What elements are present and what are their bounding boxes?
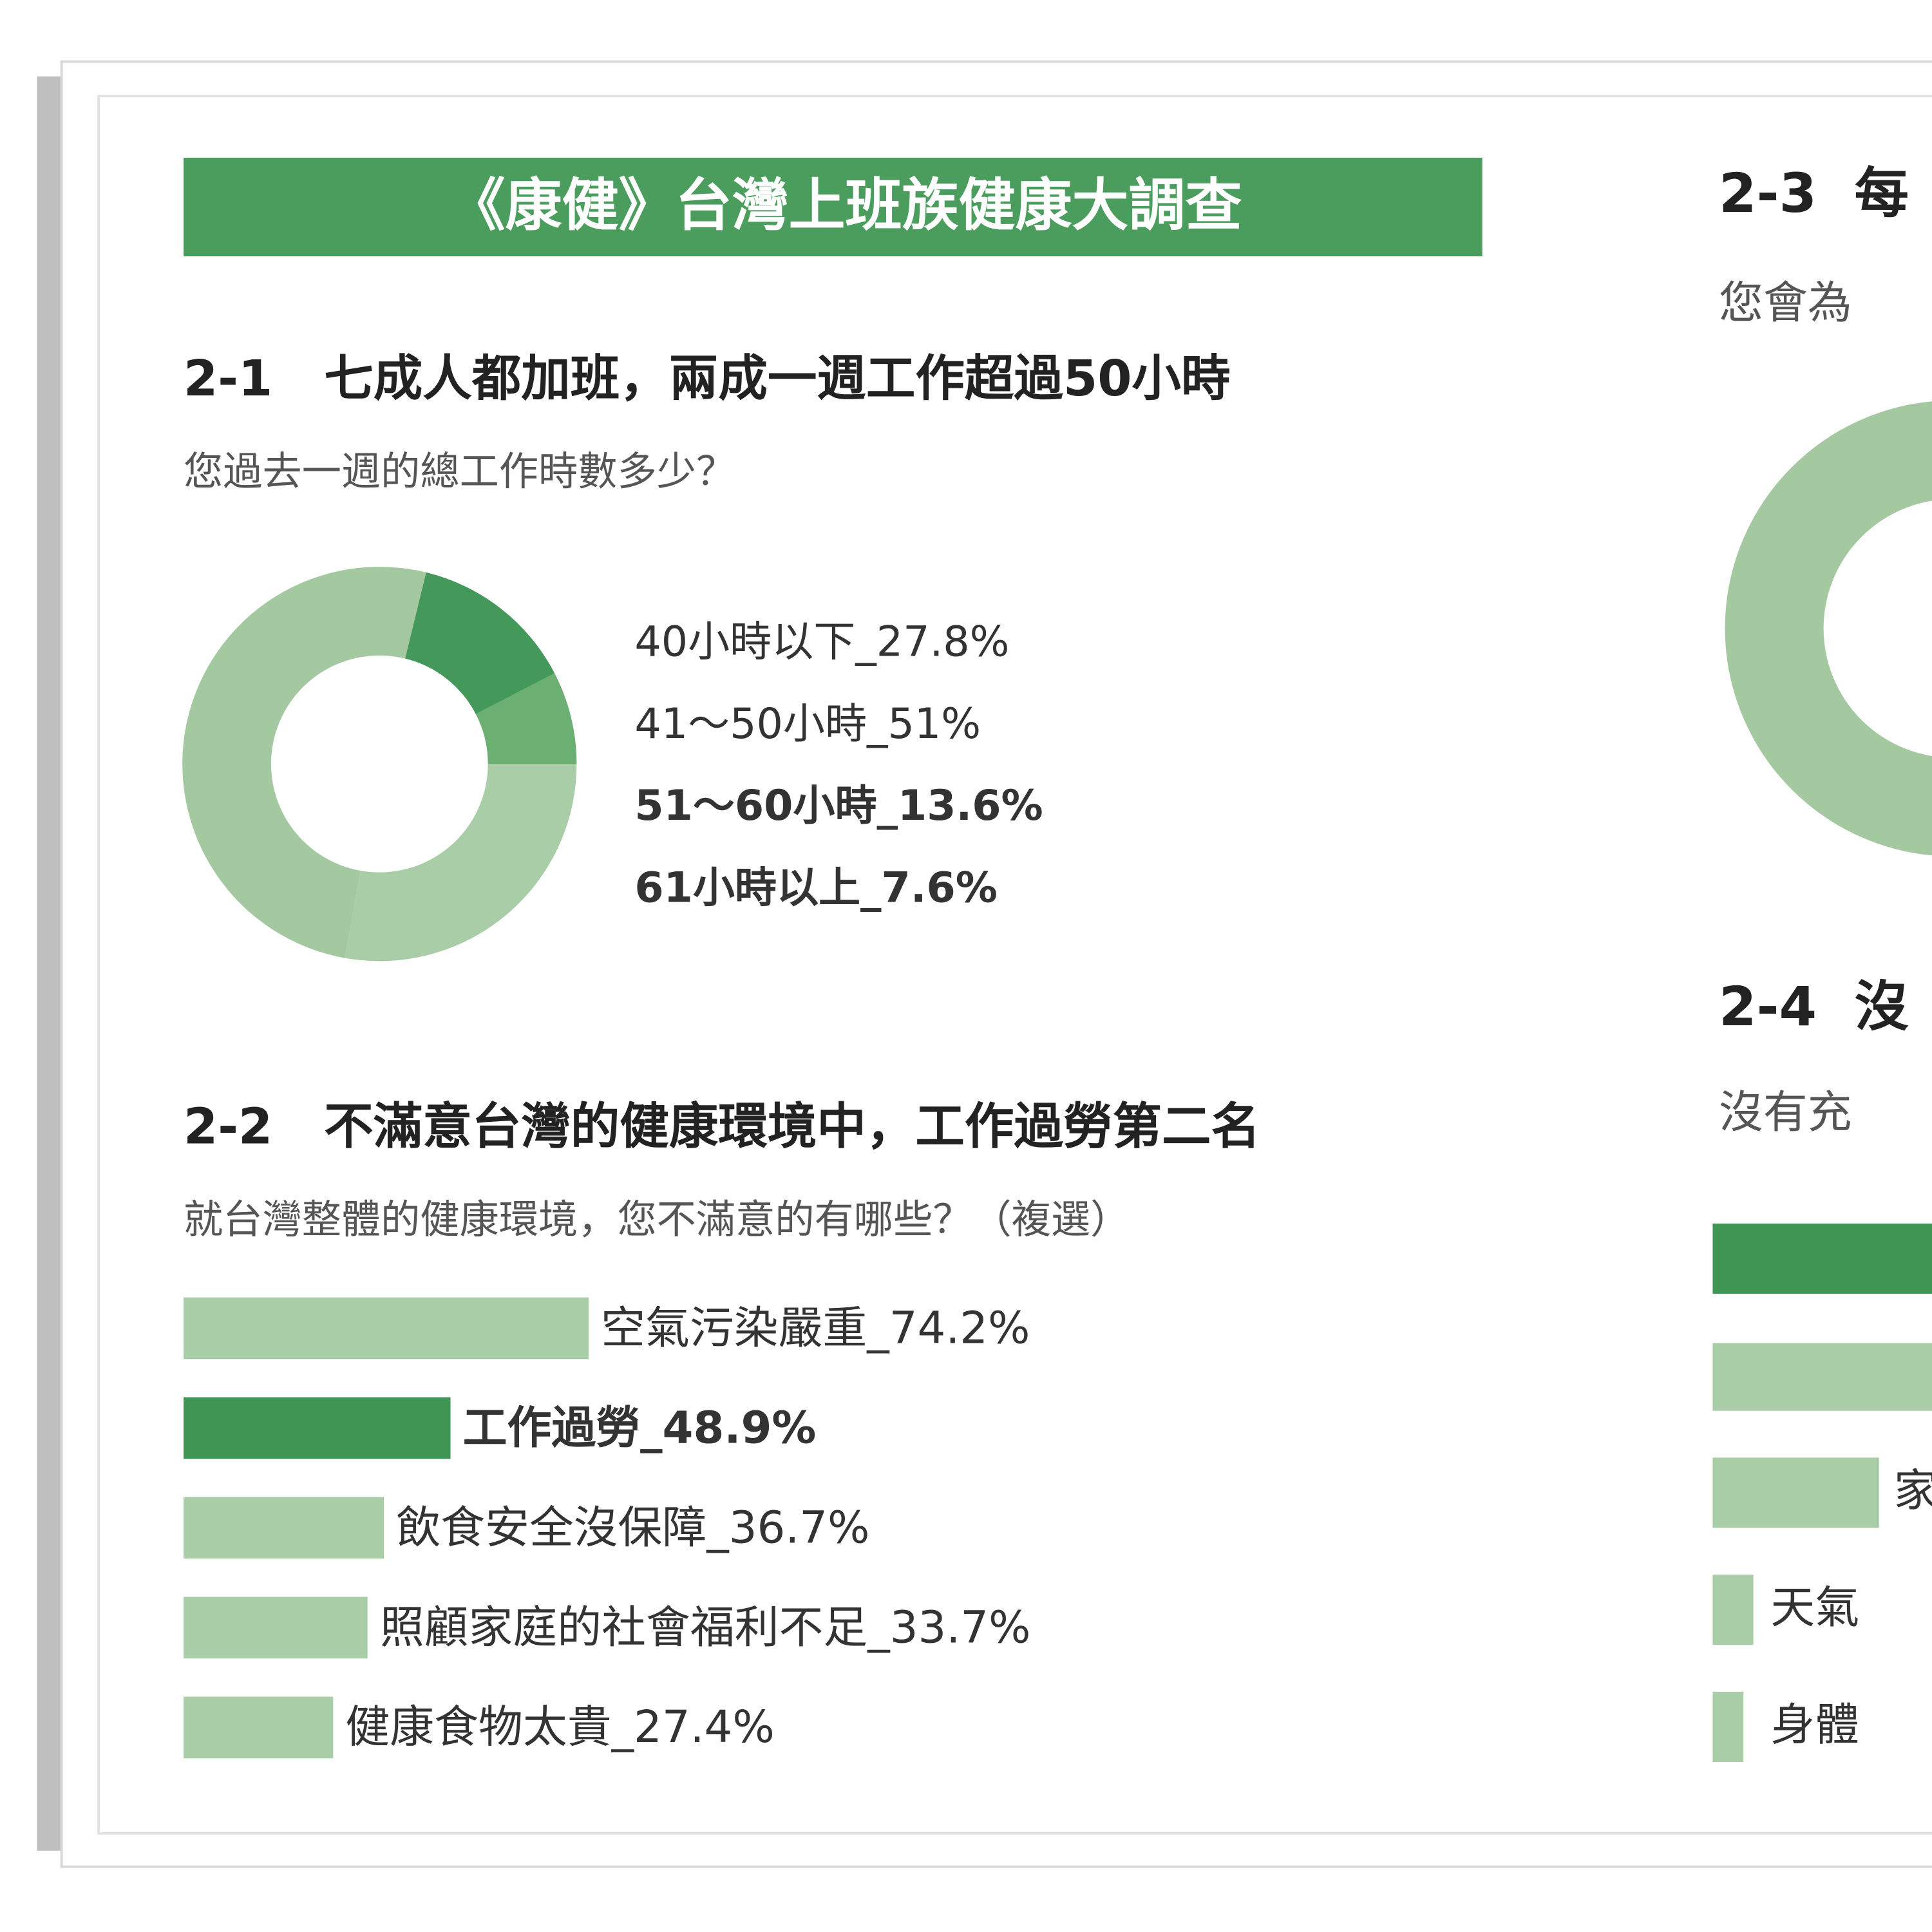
partial-donut bbox=[1725, 401, 1932, 856]
donut-slice bbox=[475, 673, 577, 764]
bar bbox=[184, 1596, 368, 1659]
chart-subtitle: 您過去一週的總工作時數多少？ bbox=[184, 449, 735, 495]
partial-bar bbox=[1712, 1691, 1744, 1762]
header-bar bbox=[184, 157, 1482, 256]
legend-label: 41～50小時_51% bbox=[634, 700, 981, 748]
section-title: 2-4 沒 bbox=[1719, 975, 1909, 1038]
header-title: 《康健》台灣上班族健康大調查 bbox=[448, 172, 1242, 238]
legend-label: 51～60小時_13.6% bbox=[634, 782, 1043, 830]
partial-bar bbox=[1712, 1343, 1932, 1411]
partial-bar-label: 身體 bbox=[1770, 1699, 1859, 1750]
chart-title: 2-1 七成人都加班，兩成一週工作超過50小時 bbox=[184, 350, 1230, 408]
section-subtitle: 沒有充 bbox=[1719, 1087, 1852, 1139]
legend-label: 61小時以上_7.6% bbox=[634, 864, 998, 912]
section-subtitle: 您會為 bbox=[1719, 278, 1852, 329]
donut-slice bbox=[405, 572, 555, 714]
bar-label: 照顧家庭的社會福利不足_33.7% bbox=[380, 1602, 1031, 1653]
bar-label: 健康食物太貴_27.4% bbox=[345, 1701, 774, 1753]
partial-bar bbox=[1712, 1223, 1932, 1294]
section-title: 2-3 每 bbox=[1719, 162, 1909, 225]
shadow bbox=[37, 76, 62, 1851]
partial-bar bbox=[1712, 1457, 1879, 1528]
partial-bar-label: 天氣 bbox=[1770, 1582, 1859, 1634]
bar-label: 工作過勞_48.9% bbox=[463, 1402, 817, 1454]
bar-label: 飲食安全沒保障_36.7% bbox=[396, 1502, 869, 1553]
bar bbox=[184, 1497, 384, 1559]
partial-bar bbox=[1712, 1575, 1754, 1645]
partial-bar-label: 家 bbox=[1894, 1465, 1932, 1517]
donut-slice bbox=[182, 567, 426, 958]
bar bbox=[184, 1297, 589, 1359]
legend-label: 40小時以下_27.8% bbox=[634, 618, 1009, 667]
bar bbox=[184, 1696, 334, 1759]
chart-subtitle: 就台灣整體的健康環境，您不滿意的有哪些？（複選） bbox=[184, 1197, 1130, 1243]
donut-slice bbox=[345, 764, 577, 961]
inner-frame bbox=[97, 95, 1932, 1835]
chart-title: 2-2 不滿意台灣的健康環境中，工作過勞第二名 bbox=[184, 1098, 1260, 1155]
bar-label: 空氣污染嚴重_74.2% bbox=[601, 1302, 1030, 1354]
bar bbox=[184, 1397, 451, 1459]
